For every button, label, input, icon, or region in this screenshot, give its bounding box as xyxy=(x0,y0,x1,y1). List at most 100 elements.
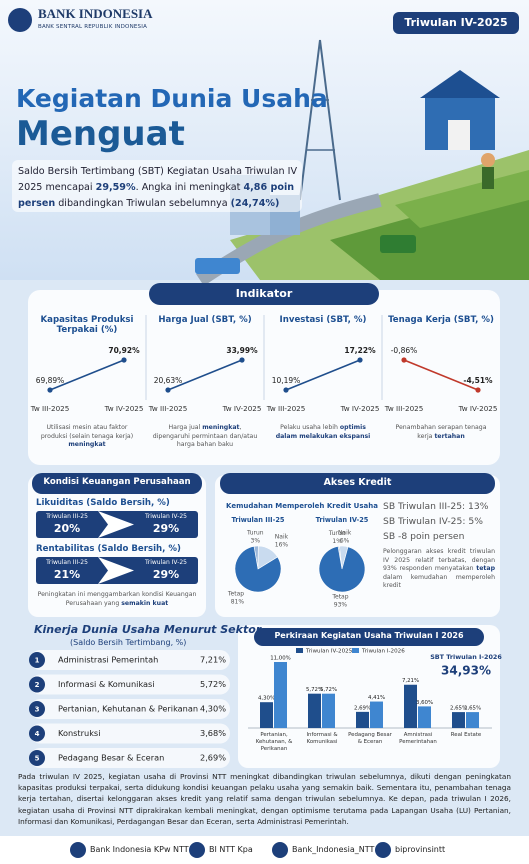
text-run: dibandingkan Triwulan sebelumnya xyxy=(55,198,231,209)
slice-value: 1% xyxy=(332,538,342,545)
logo-tagline: BANK SENTRAL REPUBLIK INDONESIA xyxy=(38,24,148,30)
text-run: Peningkatan ini menggambarkan kondisi Ke… xyxy=(37,591,197,607)
value-label: 17,22% xyxy=(344,346,376,355)
sector-row xyxy=(30,674,230,695)
line xyxy=(167,359,243,391)
bar-label: 7,21% xyxy=(402,678,419,684)
emphasis: 4,86 poin persen xyxy=(18,182,295,209)
legend-label: Triwulan IV-2025 xyxy=(305,649,353,655)
sector-row xyxy=(30,650,230,670)
text-run: Utilisasi mesin atau faktor produksi (se… xyxy=(40,424,134,440)
value-label: 20,63% xyxy=(154,376,183,385)
bar-label: 5,72% xyxy=(306,687,323,693)
marker xyxy=(239,357,245,363)
footer-bar xyxy=(0,836,529,864)
sector-rank: 1 xyxy=(35,657,40,665)
sector-badge xyxy=(29,725,45,742)
period-label: Triwulan III-25 xyxy=(46,513,88,520)
period-label: Triwulan III-25 xyxy=(46,559,88,566)
social-icons xyxy=(70,842,391,858)
sector-rank: 5 xyxy=(35,755,40,763)
bar xyxy=(274,662,287,728)
emphasis: 29,59% xyxy=(95,182,136,193)
sector-badge xyxy=(29,701,45,717)
marker xyxy=(401,357,407,363)
sector-rank: 3 xyxy=(35,706,40,714)
forecast-panel xyxy=(238,625,500,768)
bar-label: 5,72% xyxy=(320,687,337,693)
bar xyxy=(466,712,479,728)
value-label: 69,89% xyxy=(36,376,65,385)
sector-title: Kinerja Dunia Usaha Menurut Sektor xyxy=(34,623,262,636)
value-label: 33,99% xyxy=(226,346,258,355)
emphasis: meningkat xyxy=(68,441,106,448)
social-handle: BI NTT Kpa xyxy=(209,845,253,854)
text-run: Pelaku usaha lebih xyxy=(280,424,340,431)
indicator-note: Utilisasi mesin atau faktor produksi (se… xyxy=(34,424,140,450)
indicator-title: Kapasitas Produksi Terpakai (%) xyxy=(40,315,134,335)
hero-illustration xyxy=(195,39,529,286)
indicator-title: Investasi (SBT, %) xyxy=(279,315,367,325)
sector-badge xyxy=(29,750,45,766)
summary-text: Pada triwulan IV 2025, kegiatan usaha di… xyxy=(18,772,511,826)
callout-label: SBT Triwulan I-2026 xyxy=(430,653,502,661)
indicator-note: Harga jual meningkat, dipengaruhi permin… xyxy=(152,424,258,450)
sector-subtitle: (Saldo Bersih Tertimbang, %) xyxy=(70,638,187,647)
sector-value: 7,21% xyxy=(200,655,226,665)
text-run: Penambahan serapan tenaga kerja xyxy=(395,424,487,440)
value-label: -4,51% xyxy=(463,376,493,385)
period-value: 29% xyxy=(152,568,180,581)
x-tick-label: Tw IV-2025 xyxy=(222,404,262,413)
legend-swatch xyxy=(352,648,359,653)
period: Triwulan IV-2025 xyxy=(404,16,508,29)
marker xyxy=(283,387,289,393)
slice-value: 3% xyxy=(251,538,261,545)
indicator-header xyxy=(149,283,379,305)
hero-text-box xyxy=(12,160,302,212)
slice-name: Naik xyxy=(338,530,352,537)
indicator-title: Harga Jual (SBT, %) xyxy=(158,315,252,325)
credit-summary: SB -8 poin persen xyxy=(383,531,465,542)
slice-value: 16% xyxy=(275,542,289,549)
indicator-note: Pelaku usaha lebih optimis dalam melakuk… xyxy=(270,424,376,441)
finance-header xyxy=(32,473,202,494)
x-tick-label: Informasi & Komunikasi xyxy=(306,732,338,745)
metric-title: Likuiditas (Saldo Bersih, %) xyxy=(36,498,170,508)
period-label: Triwulan IV-25 xyxy=(144,559,187,566)
hero-title: Kegiatan Dunia Usaha xyxy=(16,84,328,113)
legend-label: Triwulan I-2026 xyxy=(361,649,405,655)
slice-name: Tetap xyxy=(227,591,244,598)
metric-arrow xyxy=(98,511,134,538)
value-label: 70,92% xyxy=(108,346,140,355)
bar-label: 2,65% xyxy=(464,706,481,712)
callout-value: 34,93% xyxy=(441,664,491,678)
sector-name: Administrasi Pemerintah xyxy=(58,655,158,665)
credit-header xyxy=(220,473,495,494)
indicator-note: Penambahan serapan tenaga kerja tertahan xyxy=(388,424,494,441)
slice-value: 81% xyxy=(231,599,245,606)
social-handle: biprovinsintt xyxy=(395,845,446,854)
marker xyxy=(47,387,53,393)
bar-label: 11,00% xyxy=(270,656,291,662)
sector-value: 4,30% xyxy=(200,704,226,714)
sector-row xyxy=(30,748,230,768)
x-tick-label: Tw IV-2025 xyxy=(458,404,498,413)
sector-value: 5,72% xyxy=(200,679,226,689)
period-value: 21% xyxy=(53,568,81,581)
period-badge xyxy=(393,12,519,34)
emphasis: semakin kuat xyxy=(121,599,169,607)
credit-subtitle: Kemudahan Memperoleh Kredit Usaha xyxy=(226,502,378,510)
bar xyxy=(260,702,273,728)
marker xyxy=(357,357,363,363)
x-tick-label: Real Estate xyxy=(450,732,482,738)
emphasis: optimis dalam melakukan ekspansi xyxy=(275,424,371,440)
bar-label: 2,69% xyxy=(354,705,371,711)
sector-value: 3,68% xyxy=(200,728,226,738)
sector-row xyxy=(30,723,230,744)
text-run: Saldo Bersih Tertimbang (SBT) Kegiatan U… xyxy=(18,166,298,193)
slice-value: 93% xyxy=(334,601,348,608)
sector-value: 2,69% xyxy=(200,753,226,763)
sector-name: Pertanian, Kehutanan & Perikanan xyxy=(58,704,198,714)
